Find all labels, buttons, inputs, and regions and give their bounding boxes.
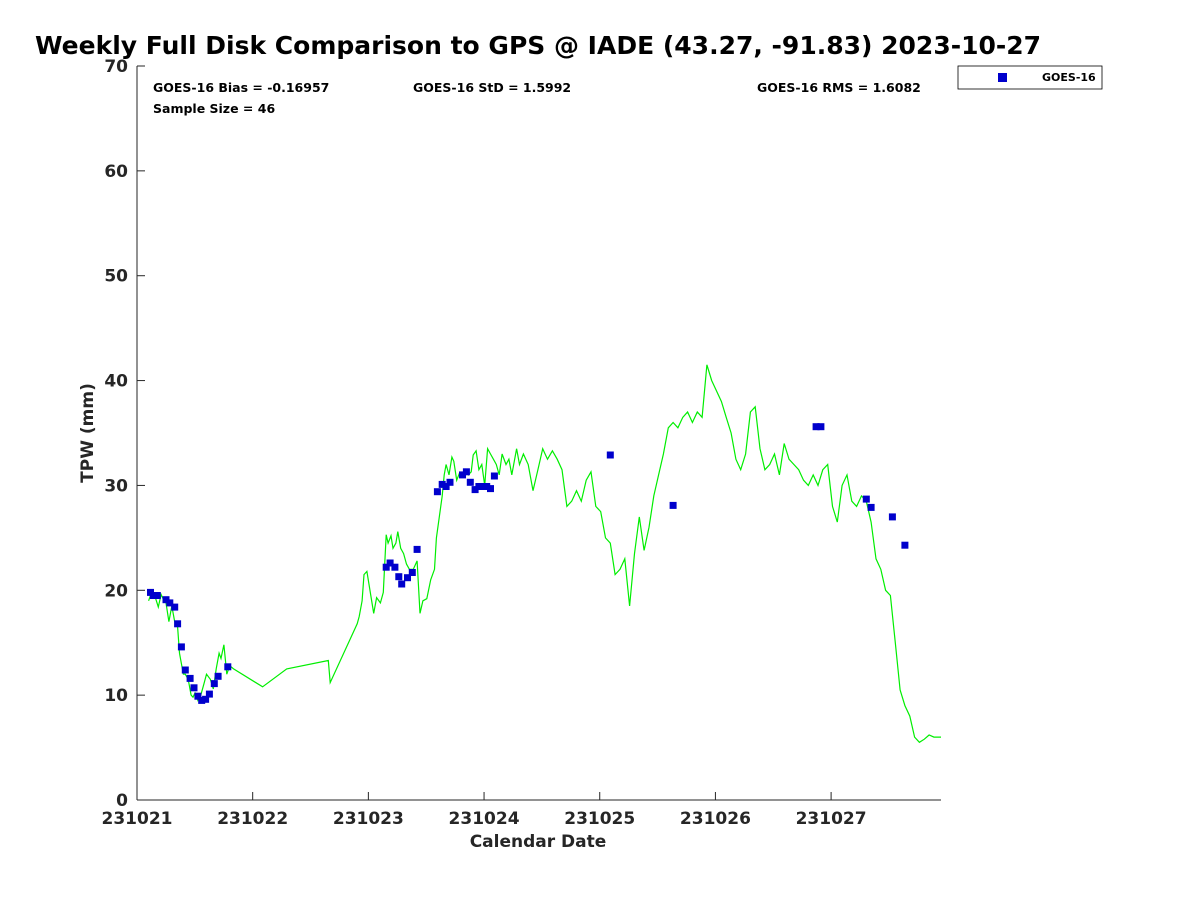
goes16-point xyxy=(149,592,157,599)
y-tick-label: 60 xyxy=(104,162,128,182)
chart-title: Weekly Full Disk Comparison to GPS @ IAD… xyxy=(35,31,1041,60)
goes16-point xyxy=(210,680,218,688)
goes16-point xyxy=(442,483,450,490)
x-tick-label: 231025 xyxy=(564,809,635,829)
goes16-point xyxy=(901,541,909,549)
goes16-point xyxy=(395,573,403,581)
x-axis-label: Calendar Date xyxy=(470,832,607,852)
y-tick-label: 20 xyxy=(104,581,128,601)
goes16-point xyxy=(202,695,210,703)
goes16-point xyxy=(177,643,185,651)
goes16-point xyxy=(669,501,677,509)
y-axis-label: TPW (mm) xyxy=(78,383,98,483)
goes16-point xyxy=(408,569,416,576)
goes16-point xyxy=(391,563,399,571)
goes16-point xyxy=(386,559,394,567)
goes16-point xyxy=(171,603,179,611)
goes16-point xyxy=(862,495,870,503)
goes16-point xyxy=(817,423,825,431)
goes16-point xyxy=(483,483,491,490)
sample-size-stat: Sample Size = 46 xyxy=(153,101,275,116)
goes16-point xyxy=(433,488,441,496)
goes16-point xyxy=(606,451,614,459)
x-tick-label: 231023 xyxy=(333,809,404,829)
goes16-point xyxy=(888,513,896,521)
goes16-point xyxy=(867,503,875,511)
x-tick-label: 231027 xyxy=(796,809,867,829)
goes16-point xyxy=(462,468,470,476)
legend-box xyxy=(957,65,1103,90)
goes16-point xyxy=(487,485,494,493)
plot-area: 0 10 20 30 40 50 60 70 231021 231022 231023 231024 2… xyxy=(102,57,941,829)
goes16-point xyxy=(205,690,213,698)
goes16-point xyxy=(490,472,498,480)
goes16-point xyxy=(174,620,182,628)
goes16-point xyxy=(382,563,390,571)
x-tick-label: 231021 xyxy=(102,809,173,829)
goes16-point xyxy=(479,483,487,490)
goes16-point xyxy=(194,692,202,700)
goes16-point xyxy=(186,674,194,682)
std-stat: GOES-16 StD = 1.5992 xyxy=(413,80,571,95)
y-tick-label: 50 xyxy=(104,267,128,287)
y-tick-label: 0 xyxy=(116,791,128,811)
goes16-point xyxy=(153,592,161,599)
goes16-point xyxy=(404,574,411,582)
rms-stat: GOES-16 RMS = 1.6082 xyxy=(757,80,921,95)
y-tick-label: 40 xyxy=(104,372,128,392)
goes16-point xyxy=(214,672,222,680)
x-tick-label: 231024 xyxy=(449,809,520,829)
data-layer xyxy=(147,364,941,744)
goes16-point xyxy=(190,684,198,692)
legend: GOES-16 xyxy=(957,65,1103,90)
x-tick-label: 231026 xyxy=(680,809,751,829)
y-tick-label: 70 xyxy=(104,57,128,77)
goes16-point xyxy=(466,478,474,486)
goes16-point xyxy=(438,480,446,488)
goes16-point xyxy=(812,423,820,431)
y-tick-label: 10 xyxy=(104,686,128,706)
goes16-point xyxy=(413,545,421,553)
bias-stat: GOES-16 Bias = -0.16957 xyxy=(153,80,329,95)
goes16-point xyxy=(181,666,189,674)
goes16-point xyxy=(471,486,479,494)
x-tick-label: 231022 xyxy=(217,809,288,829)
goes16-point xyxy=(475,483,483,490)
legend-marker-goes16 xyxy=(998,73,1007,82)
y-tick-label: 30 xyxy=(104,476,128,496)
legend-label-goes16: GOES-16 xyxy=(1042,71,1096,84)
goes16-point xyxy=(162,596,170,604)
goes16-point xyxy=(459,471,466,479)
goes16-point xyxy=(224,663,232,671)
goes16-point xyxy=(446,478,454,486)
goes16-point xyxy=(198,696,206,704)
goes16-point xyxy=(166,599,174,607)
goes16-point xyxy=(398,580,406,588)
